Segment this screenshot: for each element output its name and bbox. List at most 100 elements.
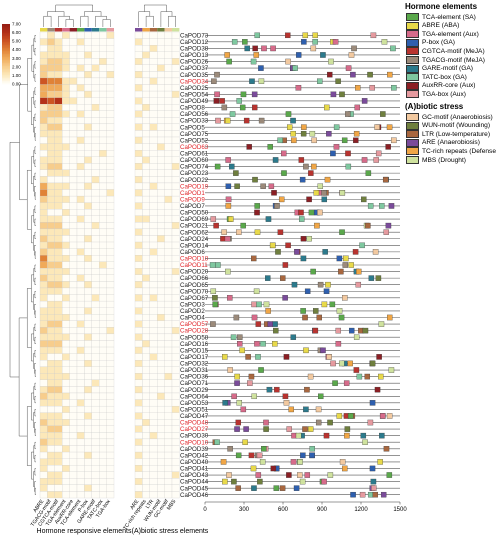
heat-cell xyxy=(157,248,165,256)
heat-cell xyxy=(99,64,107,72)
heat-cell xyxy=(91,84,100,92)
heat-cell xyxy=(91,248,100,256)
heat-cell xyxy=(149,84,158,92)
heat-cell xyxy=(134,425,143,433)
heat-cell xyxy=(47,104,55,111)
cis-element-box xyxy=(268,183,275,189)
heat-cell xyxy=(91,274,100,282)
heat-cell xyxy=(39,156,48,164)
heat-cell xyxy=(134,373,143,380)
cis-element-box xyxy=(344,432,350,439)
cis-element-box xyxy=(227,446,233,452)
heat-cell xyxy=(76,419,85,426)
cis-element-box xyxy=(260,183,266,189)
heat-cell xyxy=(157,84,165,92)
heat-cell xyxy=(157,123,165,131)
heat-cell xyxy=(134,432,143,440)
heat-cell xyxy=(84,419,92,426)
heat-cell xyxy=(84,465,92,472)
legend-item-hormone: ABRE (ABA) xyxy=(406,21,459,30)
heat-cell xyxy=(84,314,92,321)
heat-cell xyxy=(171,392,180,400)
heat-cell xyxy=(84,209,92,216)
heat-cell xyxy=(134,445,143,453)
heat-cell xyxy=(54,104,63,111)
heat-cell xyxy=(164,77,173,85)
cis-element-box xyxy=(347,360,353,367)
gene-label: CaPOD47 xyxy=(180,413,209,420)
heat-cell xyxy=(157,156,165,164)
heat-cell xyxy=(47,176,55,184)
heat-cell xyxy=(84,438,92,446)
heat-cell xyxy=(106,445,115,453)
gene-label: CaPOD39 xyxy=(180,446,209,453)
stress-column-label: LTR xyxy=(145,499,155,510)
dendrogram-branch xyxy=(31,392,34,421)
cis-element-box xyxy=(356,373,363,380)
heat-cell xyxy=(84,222,92,230)
cis-element-box xyxy=(383,446,390,452)
heat-cell xyxy=(171,458,180,466)
heat-cell xyxy=(157,195,165,203)
heat-cell xyxy=(157,255,165,262)
heat-cell xyxy=(69,222,78,230)
heat-cell xyxy=(164,274,173,282)
heat-cell xyxy=(54,117,63,125)
heat-cell xyxy=(157,465,165,472)
cis-element-box xyxy=(336,255,343,262)
heat-cell xyxy=(62,353,70,361)
heat-cell xyxy=(62,327,70,335)
heat-cell xyxy=(76,90,85,98)
legend-label: TCA-element (SA) xyxy=(422,13,476,21)
cis-element-box xyxy=(245,354,251,360)
gene-label: CaPOD56 xyxy=(180,111,209,118)
heat-cell xyxy=(54,445,63,453)
gene-label: CaPOD12 xyxy=(180,39,209,46)
gene-label: CaPOD67 xyxy=(180,295,209,302)
cis-element-box xyxy=(353,367,360,373)
cis-element-box xyxy=(310,45,317,52)
heat-cell xyxy=(39,110,48,118)
heat-cell xyxy=(149,451,158,459)
heat-cell xyxy=(69,45,78,52)
heat-cell xyxy=(149,222,158,230)
heat-cell xyxy=(39,405,48,413)
cis-element-box xyxy=(309,446,315,452)
heat-cell xyxy=(142,484,150,492)
heat-cell xyxy=(84,176,92,184)
heat-cell xyxy=(149,156,158,164)
heat-cell xyxy=(91,366,100,374)
heat-cell xyxy=(157,58,165,65)
dendrogram-branch xyxy=(34,172,36,180)
heat-cell xyxy=(106,419,115,426)
heat-cell xyxy=(47,268,55,275)
heat-cell xyxy=(69,465,78,472)
heat-cell xyxy=(171,228,180,236)
cis-element-box xyxy=(286,472,292,478)
cis-element-box xyxy=(272,157,279,163)
heat-cell xyxy=(106,38,115,46)
heat-cell xyxy=(142,379,150,387)
heat-cell xyxy=(134,438,143,446)
cis-element-box xyxy=(388,367,395,373)
heat-cell xyxy=(84,77,92,85)
heat-cell xyxy=(62,307,70,315)
heat-cell xyxy=(39,438,48,446)
heat-cell xyxy=(157,412,165,420)
heat-cell xyxy=(91,228,100,236)
heat-cell xyxy=(69,77,78,85)
heat-cell xyxy=(39,425,48,433)
heat-cell xyxy=(134,222,143,230)
heat-cell xyxy=(91,104,100,111)
heat-cell xyxy=(39,458,48,466)
dendrogram-branch xyxy=(65,19,74,27)
cis-element-box xyxy=(263,426,269,432)
column-color-marker xyxy=(40,28,48,32)
gene-label: CaPOD73 xyxy=(180,32,209,39)
heat-cell xyxy=(157,432,165,440)
heat-cell xyxy=(69,432,78,440)
heat-cell xyxy=(47,163,55,170)
cis-element-box xyxy=(348,52,355,58)
heat-cell xyxy=(142,176,150,184)
cis-element-box xyxy=(215,262,221,268)
